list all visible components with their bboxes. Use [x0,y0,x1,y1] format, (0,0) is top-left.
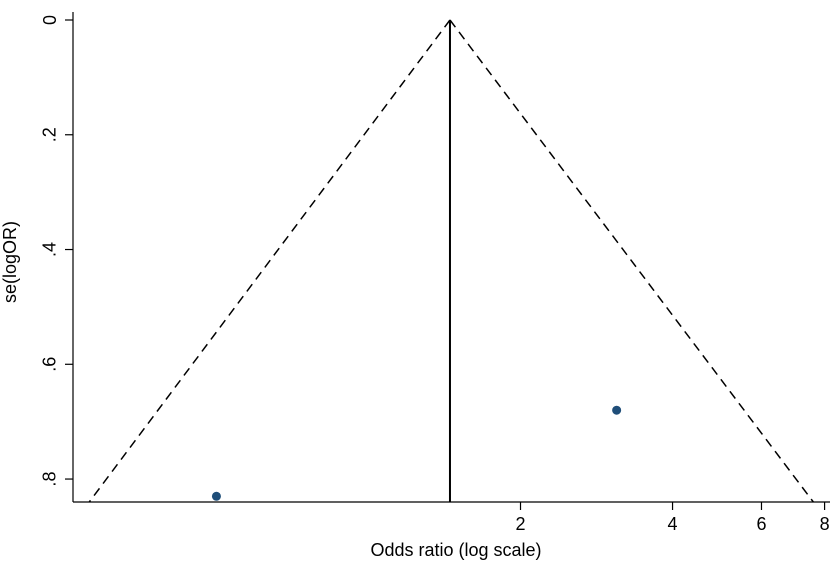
plot-axes [72,12,830,503]
y-tick-label: .2 [40,127,60,142]
y-axis-ticks: 0 .2 .4 .6 .8 [40,15,73,487]
x-tick-label: 6 [756,514,766,534]
y-tick-label: 0 [40,15,60,25]
x-tick-label: 4 [668,514,678,534]
study-point [211,491,221,501]
pseudo-ci-left-line [88,19,451,503]
x-tick-label: 2 [516,514,526,534]
y-tick-label: .6 [40,357,60,372]
study-point [612,405,622,415]
pseudo-ci-right-line [449,19,814,503]
x-tick-label: 8 [820,514,830,534]
x-axis-ticks: 2 4 6 8 [516,502,830,534]
y-tick-label: .8 [40,472,60,487]
study-points [211,405,622,501]
funnel-lines [88,19,814,503]
y-tick-label: .4 [40,242,60,257]
x-axis-title: Odds ratio (log scale) [370,540,541,560]
y-axis-title: se(logOR) [0,221,20,303]
